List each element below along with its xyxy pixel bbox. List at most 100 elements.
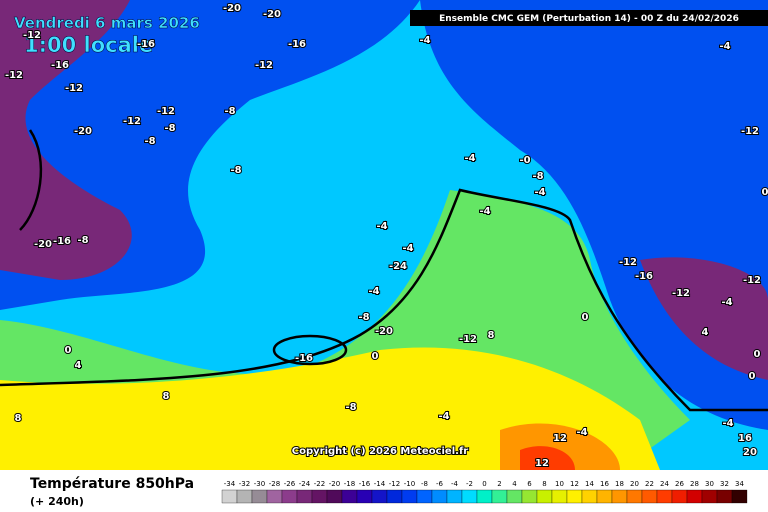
contour-label: -8 bbox=[230, 165, 241, 176]
contour-label: 12 bbox=[535, 458, 549, 469]
scale-label: 2 bbox=[497, 480, 501, 488]
isotherm bbox=[272, 334, 348, 366]
contour-label: -8 bbox=[144, 136, 155, 147]
contour-label: -8 bbox=[164, 123, 175, 134]
scale-label: 34 bbox=[735, 480, 744, 488]
contour-label: 0 bbox=[754, 349, 761, 360]
contour-label: -4 bbox=[719, 41, 730, 52]
scale-swatch bbox=[431, 489, 448, 504]
scale-label: -16 bbox=[359, 480, 371, 488]
scale-label: -4 bbox=[451, 480, 459, 488]
scale-label: -30 bbox=[254, 480, 265, 488]
contour-label: -12 bbox=[157, 106, 175, 117]
scale-label: 10 bbox=[555, 480, 564, 488]
scale-label: -14 bbox=[374, 480, 386, 488]
scale-swatch bbox=[266, 489, 283, 504]
contour-label: -4 bbox=[464, 153, 475, 164]
contour-label: -24 bbox=[389, 261, 407, 272]
scale-swatch bbox=[371, 489, 388, 504]
contour-label: -4 bbox=[479, 206, 490, 217]
scale-swatch bbox=[296, 489, 313, 504]
model-box bbox=[410, 10, 768, 26]
scale-label: -28 bbox=[269, 480, 280, 488]
scale-swatch bbox=[596, 489, 613, 504]
contour-label: -4 bbox=[722, 418, 733, 429]
contour-label: -0 bbox=[519, 155, 530, 166]
scale-label: -34 bbox=[224, 480, 236, 488]
scale-label: -20 bbox=[329, 480, 340, 488]
contour-label: 0 bbox=[749, 371, 756, 382]
contour-label: 12 bbox=[553, 433, 567, 444]
contour-label: -4 bbox=[438, 411, 449, 422]
scale-label: -2 bbox=[466, 480, 473, 488]
contour-label: -16 bbox=[137, 39, 155, 50]
scale-swatch bbox=[581, 489, 598, 504]
scale-label: -6 bbox=[436, 480, 444, 488]
contour-label: -12 bbox=[743, 275, 761, 286]
contour-label: -8 bbox=[358, 312, 369, 323]
scale-swatch bbox=[671, 489, 688, 504]
contour-label: -4 bbox=[534, 187, 545, 198]
scale-label: -12 bbox=[389, 480, 400, 488]
contour-label: -8 bbox=[345, 402, 356, 413]
contour-label: -8 bbox=[77, 235, 88, 246]
scale-swatch bbox=[386, 489, 403, 504]
scale-swatch bbox=[491, 489, 508, 504]
contour-label: 0 bbox=[65, 345, 72, 356]
contour-label: -4 bbox=[576, 427, 587, 438]
contour-label: -20 bbox=[223, 3, 241, 14]
scale-swatch bbox=[506, 489, 523, 504]
model-info: Ensemble CMC GEM (Perturbation 14) - 00 … bbox=[439, 14, 739, 24]
scale-swatch bbox=[446, 489, 463, 504]
scale-label: 24 bbox=[660, 480, 669, 488]
contour-label: -12 bbox=[741, 126, 759, 137]
very-cold-east bbox=[640, 257, 768, 380]
contour-label: -12 bbox=[23, 30, 41, 41]
contour-label: -20 bbox=[263, 9, 281, 20]
contour-label: -12 bbox=[255, 60, 273, 71]
contour-label: -12 bbox=[459, 334, 477, 345]
scale-swatch bbox=[311, 489, 328, 504]
scale-label: -32 bbox=[239, 480, 250, 488]
contour-label: -4 bbox=[402, 243, 413, 254]
contour-label: -12 bbox=[619, 257, 637, 268]
contour-label: 0 bbox=[582, 312, 589, 323]
scale-swatch bbox=[716, 489, 733, 504]
scale-swatch bbox=[611, 489, 628, 504]
scale-label: 4 bbox=[512, 480, 517, 488]
contour-label: -16 bbox=[295, 353, 313, 364]
scale-swatch bbox=[326, 489, 343, 504]
scale-swatch bbox=[251, 489, 268, 504]
contour-label: -12 bbox=[123, 116, 141, 127]
contour-label: -8 bbox=[224, 106, 235, 117]
contour-label: -20 bbox=[375, 326, 393, 337]
scale-swatch bbox=[566, 489, 583, 504]
scale-label: 20 bbox=[630, 480, 639, 488]
scale-label: 30 bbox=[705, 480, 714, 488]
scale-swatch bbox=[656, 489, 673, 504]
scale-label: -18 bbox=[344, 480, 355, 488]
scale-label: -26 bbox=[284, 480, 296, 488]
footer-title: Température 850hPa bbox=[30, 476, 194, 492]
contour-label: 8 bbox=[488, 330, 495, 341]
contour-label: -4 bbox=[419, 35, 430, 46]
scale-label: -8 bbox=[421, 480, 428, 488]
scale-swatch bbox=[701, 489, 718, 504]
scale-swatch bbox=[551, 489, 568, 504]
hotter-region bbox=[520, 446, 575, 470]
contour-label: -20 bbox=[34, 239, 52, 250]
scale-label: -10 bbox=[404, 480, 415, 488]
contour-label: -16 bbox=[288, 39, 306, 50]
contour-label: -4 bbox=[376, 221, 387, 232]
scale-label: -24 bbox=[299, 480, 311, 488]
scale-label: -22 bbox=[314, 480, 325, 488]
scale-swatch bbox=[341, 489, 358, 504]
contour-label: -12 bbox=[65, 83, 83, 94]
scale-swatch bbox=[626, 489, 643, 504]
copyright: Copyright (c) 2026 Meteociel.fr bbox=[292, 446, 469, 457]
contour-label: -4 bbox=[368, 286, 379, 297]
scale-swatch bbox=[686, 489, 703, 504]
contour-label: 16 bbox=[738, 433, 752, 444]
scale-label: 0 bbox=[482, 480, 486, 488]
